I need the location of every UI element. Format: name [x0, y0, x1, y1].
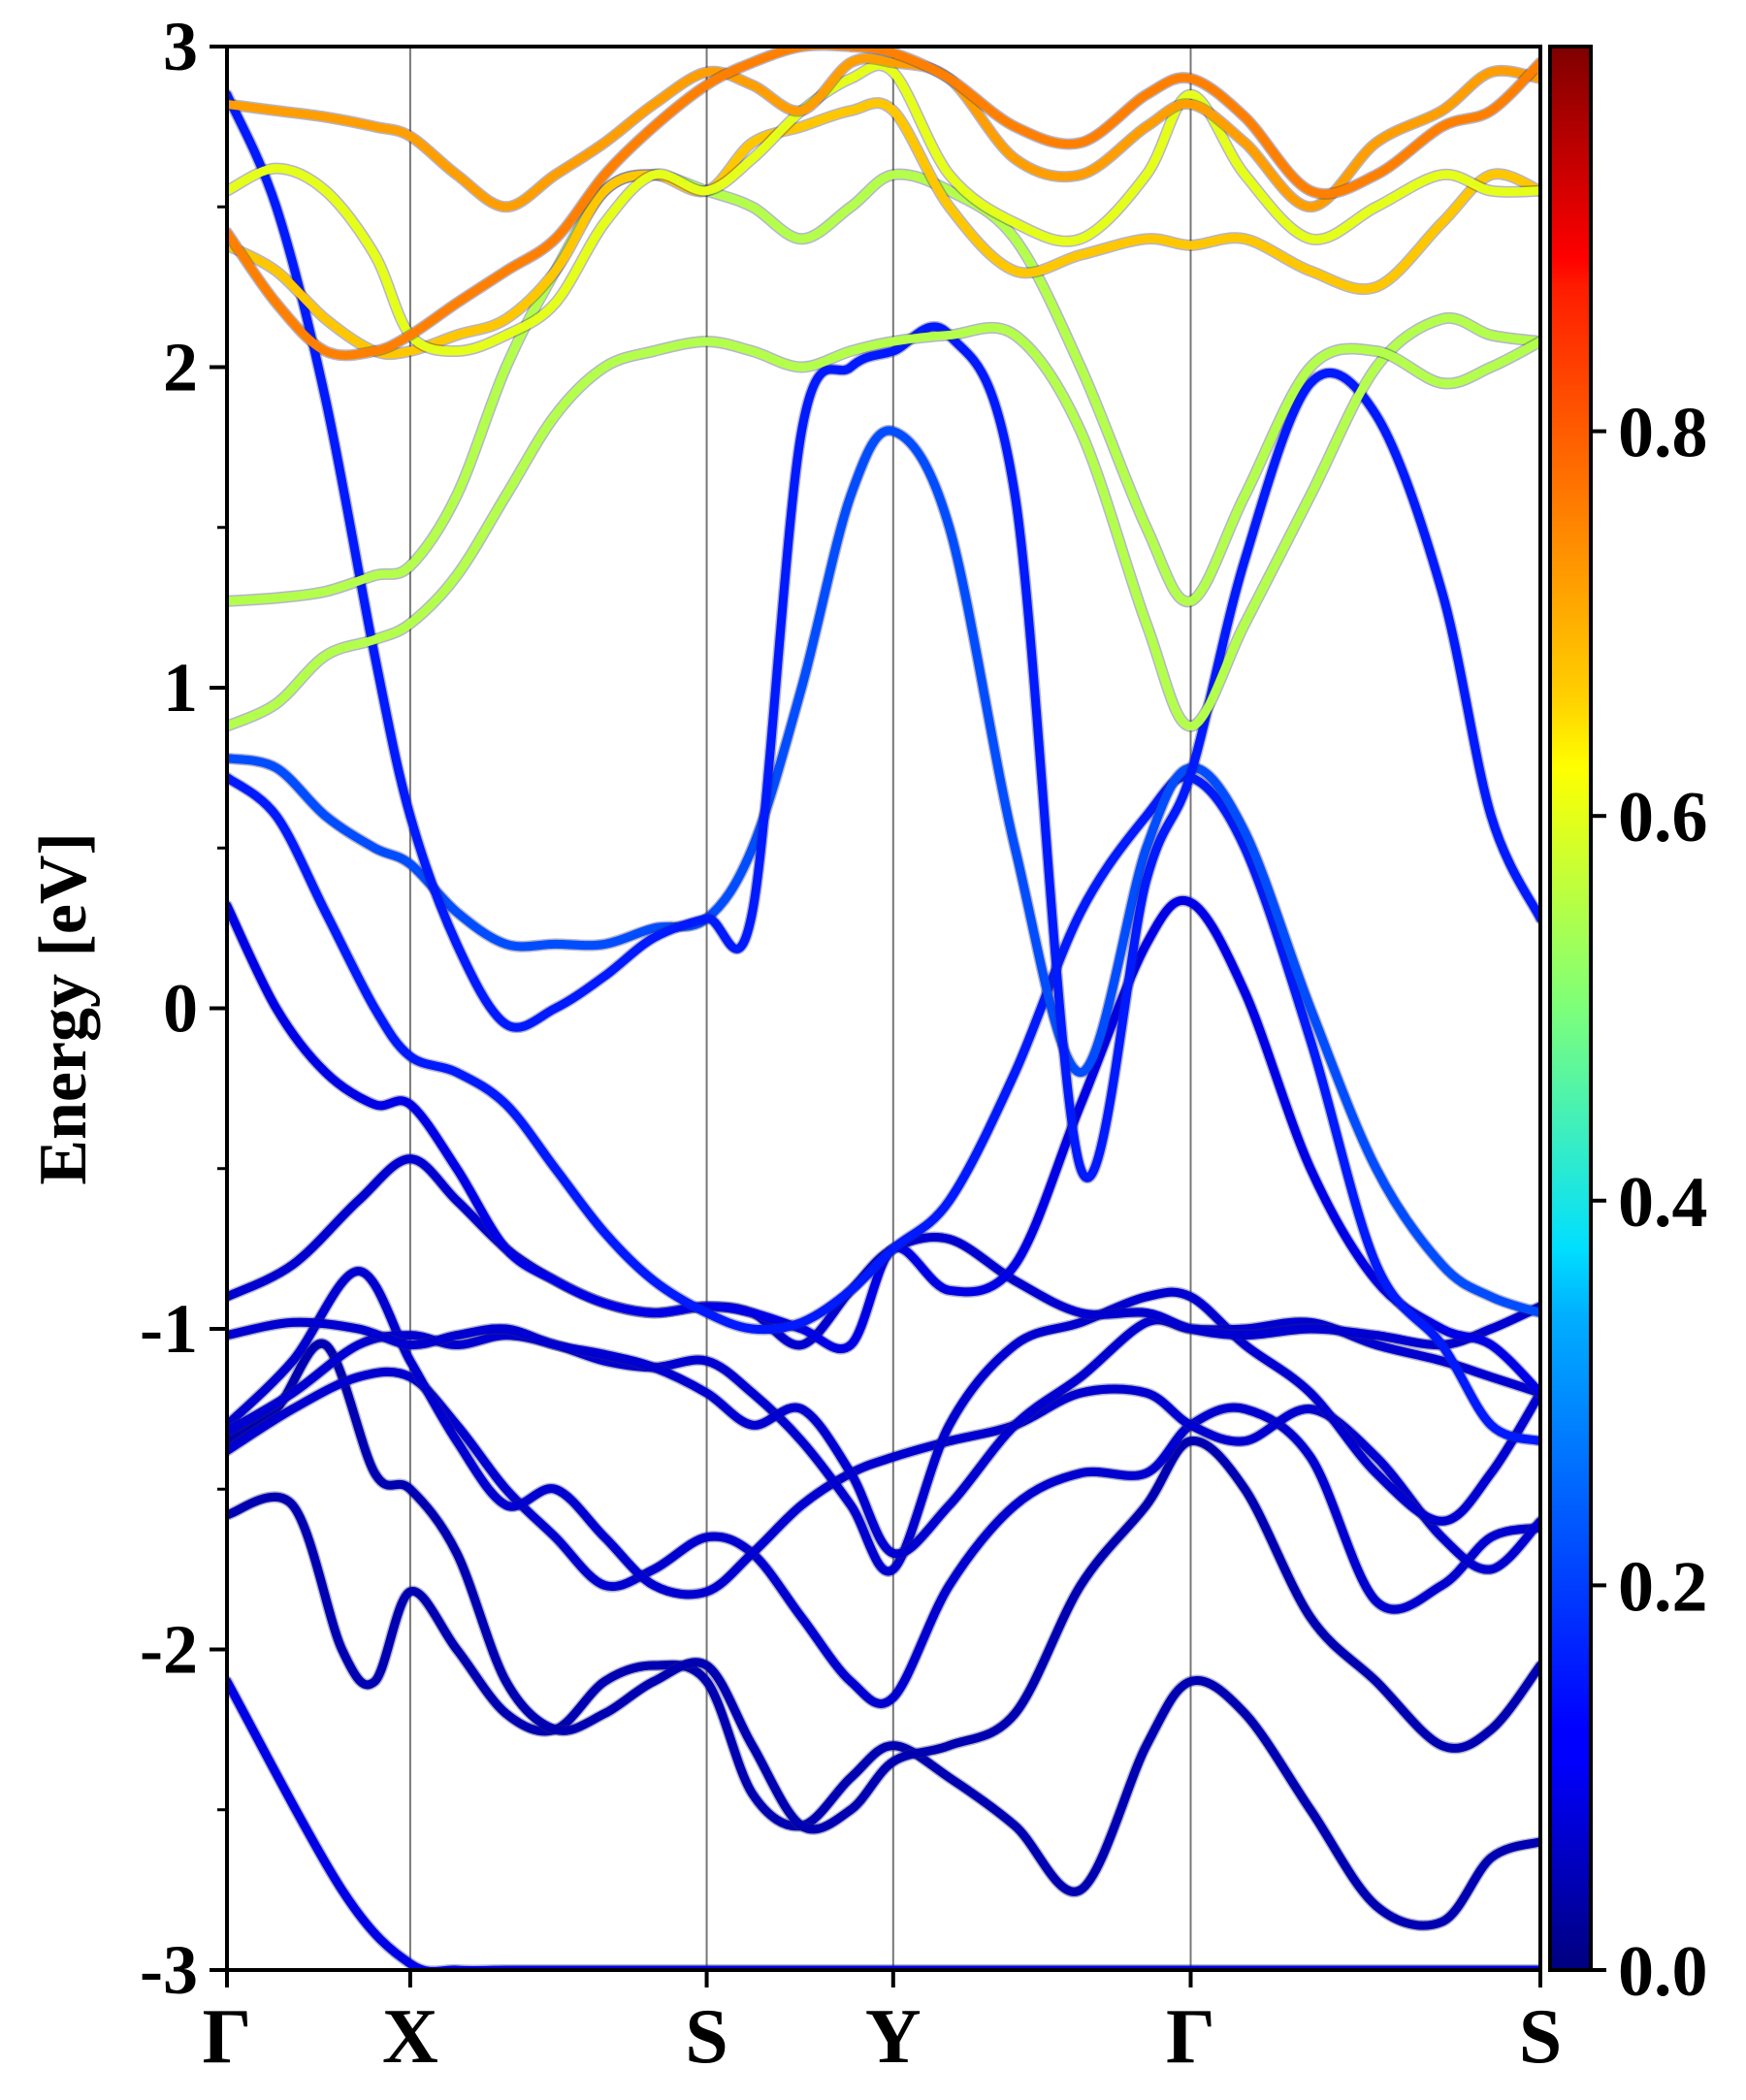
x-tick-label: Y: [865, 1994, 922, 2080]
band-12-shadow: [227, 88, 1540, 1184]
band-14-shadow: [227, 168, 1540, 608]
colorbar: 0.0 0.2 0.4 0.6 0.8: [1548, 45, 1708, 2012]
band-17: [227, 53, 1540, 211]
x-tick-label: S: [685, 1994, 728, 2080]
band-6: [227, 1287, 1540, 1576]
band-18-shadow: [227, 47, 1540, 362]
y-tick-label: -2: [140, 1611, 198, 1689]
x-tick-label: Γ: [203, 1994, 252, 2080]
y-tick-label: -1: [140, 1290, 198, 1368]
band-1: [227, 1677, 1540, 1970]
band-1-shadow: [227, 1675, 1540, 1970]
colorbar-tick-label: 0.4: [1618, 1163, 1708, 1243]
band-11: [227, 426, 1540, 1317]
band-3: [227, 1339, 1540, 1834]
x-tick-label: S: [1519, 1994, 1563, 2080]
plot-frame: [225, 45, 1542, 1972]
y-tick-label: 1: [163, 649, 198, 727]
band-9: [227, 896, 1540, 1398]
band-5: [227, 1267, 1540, 1599]
colorbar-tick-label: 0.2: [1618, 1547, 1708, 1627]
y-tick-label: 3: [163, 8, 198, 85]
band-18: [227, 47, 1540, 360]
bands-group: [227, 47, 1540, 1970]
band-7: [227, 1315, 1540, 1559]
band-4: [227, 1367, 1540, 1708]
colorbar-tick-label: 0.8: [1618, 394, 1708, 473]
colorbar-gradient: [1548, 45, 1593, 1972]
y-axis: 3 2 1 0 -1 -2 -3: [140, 8, 227, 2009]
x-tick-label: X: [382, 1994, 438, 2080]
y-tick-label: 0: [163, 970, 198, 1048]
colorbar-ticks: 0.0 0.2 0.4 0.6 0.8: [1591, 394, 1708, 2012]
y-tick-label: -3: [140, 1931, 198, 2009]
x-tick-label: Γ: [1166, 1994, 1215, 2080]
band-13: [227, 313, 1540, 731]
band-2: [227, 1492, 1540, 1930]
band-14: [227, 170, 1540, 606]
band-12: [227, 90, 1540, 1182]
band-3-shadow: [227, 1338, 1540, 1835]
high-symmetry-lines: [408, 47, 1192, 1970]
y-axis-label: Energy [eV]: [26, 832, 101, 1185]
colorbar-tick-label: 0.0: [1618, 1932, 1708, 2012]
y-tick-label: 2: [163, 329, 198, 406]
band-16: [227, 60, 1540, 356]
band-10: [227, 772, 1540, 1446]
colorbar-tick-label: 0.6: [1618, 778, 1708, 857]
